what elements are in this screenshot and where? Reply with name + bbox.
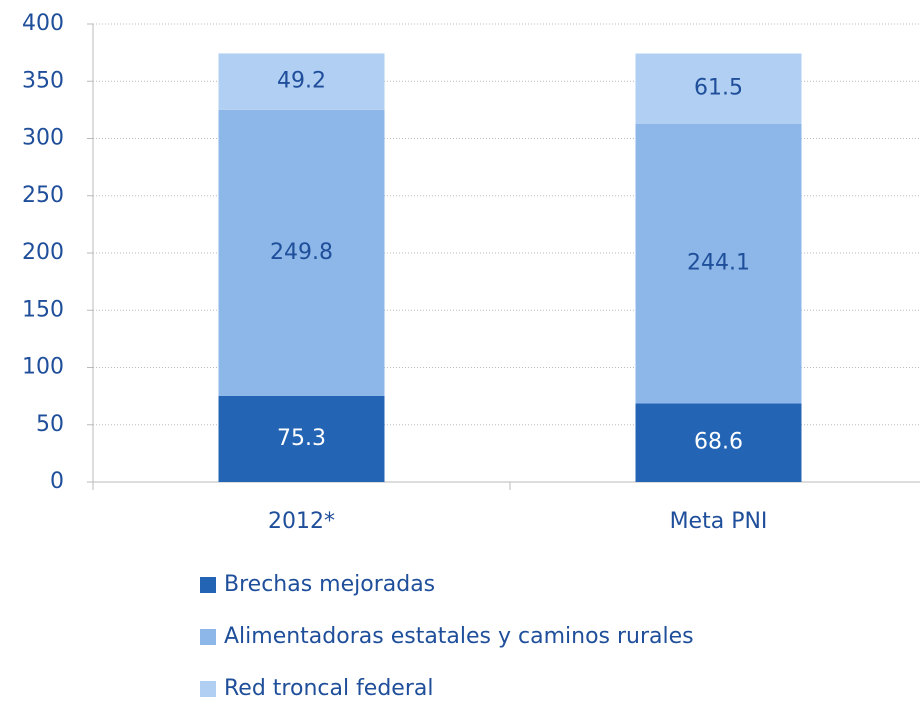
data-label: 49.2 xyxy=(277,69,326,94)
bar-segment xyxy=(635,123,802,404)
x-tick-label: Meta PNI xyxy=(670,509,768,534)
y-tick-label: 200 xyxy=(22,240,64,265)
data-label: 75.3 xyxy=(277,426,326,451)
y-tick-label: 50 xyxy=(36,412,64,437)
data-label: 249.8 xyxy=(270,240,333,265)
x-tick-label: 2012* xyxy=(268,509,335,534)
data-label: 244.1 xyxy=(687,251,750,276)
legend-swatch xyxy=(200,681,216,697)
legend-swatch xyxy=(200,577,216,593)
y-tick-label: 350 xyxy=(22,68,64,93)
bar-segment xyxy=(635,53,802,124)
y-tick-label: 300 xyxy=(22,126,64,151)
bar-segment xyxy=(218,395,385,482)
legend-swatch xyxy=(200,629,216,645)
legend-label: Brechas mejoradas xyxy=(224,572,435,597)
legend-label: Red troncal federal xyxy=(224,676,433,701)
y-tick-label: 0 xyxy=(50,469,64,494)
bar-segment xyxy=(218,53,385,110)
data-label: 68.6 xyxy=(694,430,743,455)
y-tick-label: 400 xyxy=(22,11,64,36)
y-tick-label: 100 xyxy=(22,355,64,380)
data-label: 61.5 xyxy=(694,76,743,101)
y-tick-label: 250 xyxy=(22,183,64,208)
bar-segment xyxy=(635,403,802,482)
y-tick-label: 150 xyxy=(22,297,64,322)
legend-label: Alimentadoras estatales y caminos rurale… xyxy=(224,624,694,649)
bar-segment xyxy=(218,109,385,396)
